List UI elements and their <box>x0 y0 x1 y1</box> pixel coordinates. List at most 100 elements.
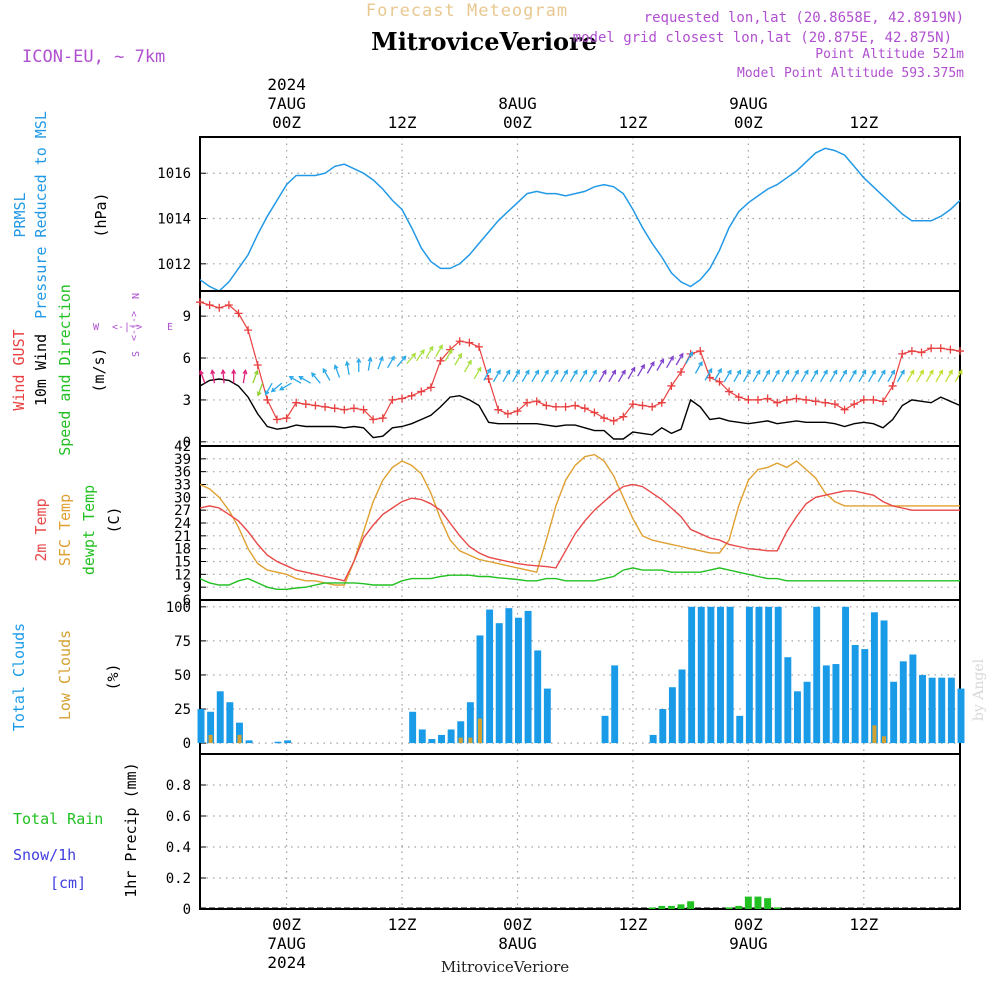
wind-arrow <box>694 361 703 374</box>
total-clouds-bar <box>822 665 830 744</box>
rain-bar <box>754 896 762 909</box>
total-clouds-bar <box>668 687 676 744</box>
precip-frame <box>199 753 961 910</box>
clouds-ytick-label: 0 <box>183 736 191 752</box>
point-altitude: Point Altitude 521m <box>815 47 964 62</box>
gust-point <box>696 347 705 356</box>
total-clouds-bar <box>697 606 705 744</box>
gust-point <box>648 402 657 411</box>
wind-arrow-head <box>448 348 453 354</box>
wind-arrow <box>637 364 645 377</box>
total-clouds-bar <box>928 677 936 744</box>
gust-point <box>628 400 637 409</box>
wind-arrow <box>714 368 722 381</box>
wind-arrow <box>733 370 741 383</box>
top-time-label: 2024 <box>267 75 306 94</box>
closest-coords: model grid closest lon,lat (20.875E, 42.… <box>573 30 952 46</box>
rain-bar <box>658 905 666 909</box>
wind-label-1: Wind GUST <box>10 329 28 410</box>
gust-point <box>340 405 349 414</box>
wind-arrow-head <box>563 369 568 375</box>
wind-arrow <box>877 370 886 383</box>
wind-arrow-head <box>650 360 655 367</box>
total-clouds-bar <box>649 734 657 744</box>
wind-arrow <box>512 370 520 383</box>
wind-arrow-head <box>765 369 770 375</box>
gust-point <box>888 381 897 390</box>
total-clouds-bar <box>543 688 551 744</box>
temp-ytick-label: 15 <box>174 555 191 571</box>
wind-arrow-head <box>784 369 790 375</box>
wind-arrow <box>435 345 443 357</box>
wind-arrow-head <box>621 369 626 375</box>
clouds-ytick-label: 75 <box>174 634 191 650</box>
wind-arrow <box>675 353 684 366</box>
gust-point <box>494 405 503 414</box>
clouds-side-labels: Total Clouds Low Clouds (%) <box>10 623 122 731</box>
total-clouds-bar <box>197 709 205 744</box>
wind-arrow-head <box>199 369 204 375</box>
gust-point <box>879 397 888 406</box>
wind-arrow-head <box>861 369 867 375</box>
gust-point <box>715 377 724 386</box>
clouds-unit: (%) <box>104 663 122 690</box>
precip-side-labels: Total Rain Snow/1h [cm] 1hr Precip (mm) <box>13 762 140 897</box>
wind-label-3: Speed and Direction <box>56 284 74 456</box>
wind-arrow <box>396 356 407 367</box>
sfc-temp-line <box>199 453 960 586</box>
wind-arrow <box>473 367 482 380</box>
wind-arrow <box>211 370 216 384</box>
total-clouds-bar <box>765 606 773 744</box>
gust-point <box>580 404 589 413</box>
bottom-time-label: 12Z <box>849 915 878 934</box>
top-time-label: 00Z <box>272 113 301 132</box>
wind-arrow <box>252 370 258 384</box>
gust-point <box>503 409 512 418</box>
precip-label-cm: [cm] <box>50 874 86 892</box>
gust-point <box>224 300 233 309</box>
wind-arrow-head <box>420 349 425 355</box>
wind-arrow <box>752 370 761 383</box>
temp-ytick-label: 9 <box>183 580 191 596</box>
gust-point <box>321 402 330 411</box>
bottom-time-label: 12Z <box>388 915 417 934</box>
wind-arrow-head <box>669 355 674 361</box>
precip-ytick-label: 0.4 <box>166 840 191 856</box>
wind-arrow-head <box>611 369 617 375</box>
pressure-label-2: Pressure Reduced to MSL <box>32 111 50 319</box>
wind-arrow <box>704 368 713 381</box>
wind-arrow <box>589 370 597 383</box>
wind-arrow <box>377 356 384 370</box>
gust-point <box>301 400 310 409</box>
wind-arrow-head <box>411 352 417 358</box>
gust-point <box>205 300 214 309</box>
wind-arrow <box>271 382 283 393</box>
wind-arrow-head <box>457 352 463 358</box>
gust-point <box>234 309 243 318</box>
wind-arrow <box>334 365 341 378</box>
gust-point <box>465 338 474 347</box>
gust-point <box>426 383 435 392</box>
wind-arrow-head <box>333 364 339 370</box>
low-clouds-bar <box>208 734 213 744</box>
wind-arrow <box>781 370 790 383</box>
temp-ytick-label: 12 <box>174 567 191 583</box>
gust-point <box>311 401 320 410</box>
rain-bar <box>735 905 743 909</box>
wind-arrow-head <box>322 367 328 374</box>
rain-bar <box>677 904 685 909</box>
pressure-panel: 1012 1014 1016 <box>157 136 961 292</box>
wind-arrow-head <box>505 369 511 375</box>
wind-label-2: 10m Wind <box>32 334 50 406</box>
wind-arrow <box>289 376 302 384</box>
wind-arrow <box>829 370 838 383</box>
wind-arrow-head <box>707 367 713 374</box>
clouds-ytick-label: 100 <box>166 600 191 616</box>
total-clouds-bar <box>236 722 243 744</box>
wind-arrow-head <box>356 357 362 363</box>
total-clouds-bar <box>957 688 965 744</box>
total-clouds-bar <box>226 702 234 744</box>
gust-point <box>619 412 628 421</box>
gust-point <box>744 395 753 404</box>
